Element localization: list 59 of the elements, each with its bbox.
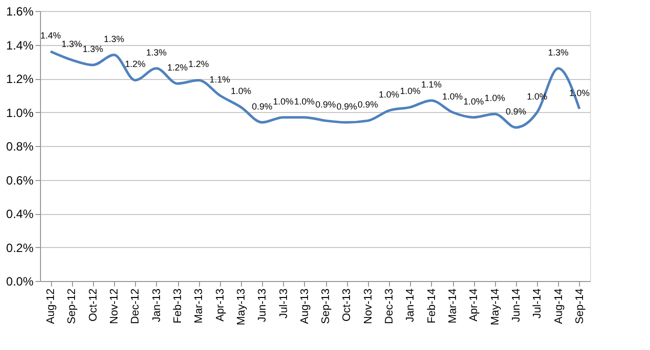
x-tick-label: Dec-12 (130, 288, 142, 324)
y-tick-label: 0.0% (6, 274, 34, 288)
x-tick-label: Sep-13 (320, 288, 332, 324)
x-tick-label: Aug-13 (298, 288, 311, 324)
x-tick-label: Jul-13 (278, 288, 290, 318)
data-label: 1.0% (400, 86, 420, 96)
x-tick-label: Jun-13 (256, 288, 269, 322)
x-tick-label: Oct-13 (341, 288, 354, 322)
x-tick-label: Sep-12 (66, 288, 78, 324)
x-tick-label: Apr-14 (468, 288, 480, 322)
y-tick-label: 0.8% (6, 140, 34, 154)
x-tick-label: Feb-13 (172, 288, 184, 324)
x-tick-label: Jul-14 (532, 288, 544, 318)
data-label: 1.0% (273, 96, 294, 106)
data-label: 1.4% (40, 30, 61, 40)
data-label: 1.1% (421, 79, 442, 90)
data-label: 1.0% (294, 96, 315, 106)
data-label: 1.3% (104, 34, 124, 44)
x-tick-label: Aug-12 (45, 288, 58, 324)
x-tick-label: Sep-14 (574, 288, 586, 324)
x-tick-label: Apr-13 (214, 288, 226, 322)
x-tick-label: Jun-14 (510, 288, 522, 322)
data-label: 1.1% (210, 74, 230, 84)
y-tick-label: 1.6% (6, 4, 34, 18)
x-tick-label: Mar-14 (447, 288, 459, 324)
data-label: 1.2% (167, 62, 188, 73)
x-tick-label: May-14 (489, 288, 502, 326)
x-tick-label: Nov-12 (108, 288, 121, 324)
x-tick-label: Mar-13 (193, 288, 206, 324)
x-tick-label: Dec-13 (384, 288, 396, 324)
x-tick-label: Oct-12 (87, 288, 100, 322)
data-label: 1.0% (463, 96, 484, 106)
x-tick-label: Nov-13 (362, 288, 374, 324)
data-label: 0.9% (315, 100, 336, 110)
x-tick-label: Jan-14 (404, 288, 417, 322)
data-label: 0.9% (506, 106, 526, 116)
y-tick-label: 0.6% (6, 173, 34, 188)
data-label: 1.2% (124, 59, 146, 70)
y-tick-label: 1.0% (6, 106, 34, 120)
data-label: 0.9% (358, 100, 378, 110)
data-label: 1.3% (82, 44, 104, 54)
data-label: 1.3% (548, 47, 569, 58)
x-tick-label: Aug-14 (552, 288, 565, 324)
y-tick-label: 0.4% (6, 207, 34, 221)
x-tick-label: Jan-13 (150, 288, 163, 322)
data-label: 1.0% (442, 91, 463, 102)
data-label: 0.9% (336, 101, 357, 112)
data-label: 1.3% (146, 47, 167, 58)
y-tick-label: 1.2% (6, 72, 34, 86)
data-label: 1.3% (61, 38, 82, 49)
data-label: 1.0% (378, 90, 400, 100)
data-label: 1.2% (188, 59, 209, 70)
data-label: 1.0% (230, 86, 252, 96)
y-tick-label: 0.2% (6, 240, 34, 255)
data-label: 1.0% (484, 92, 506, 103)
data-label: 0.9% (252, 101, 272, 112)
x-tick-label: May-13 (235, 288, 248, 326)
y-tick-label: 1.4% (6, 38, 34, 52)
x-tick-label: Feb-14 (426, 288, 438, 324)
